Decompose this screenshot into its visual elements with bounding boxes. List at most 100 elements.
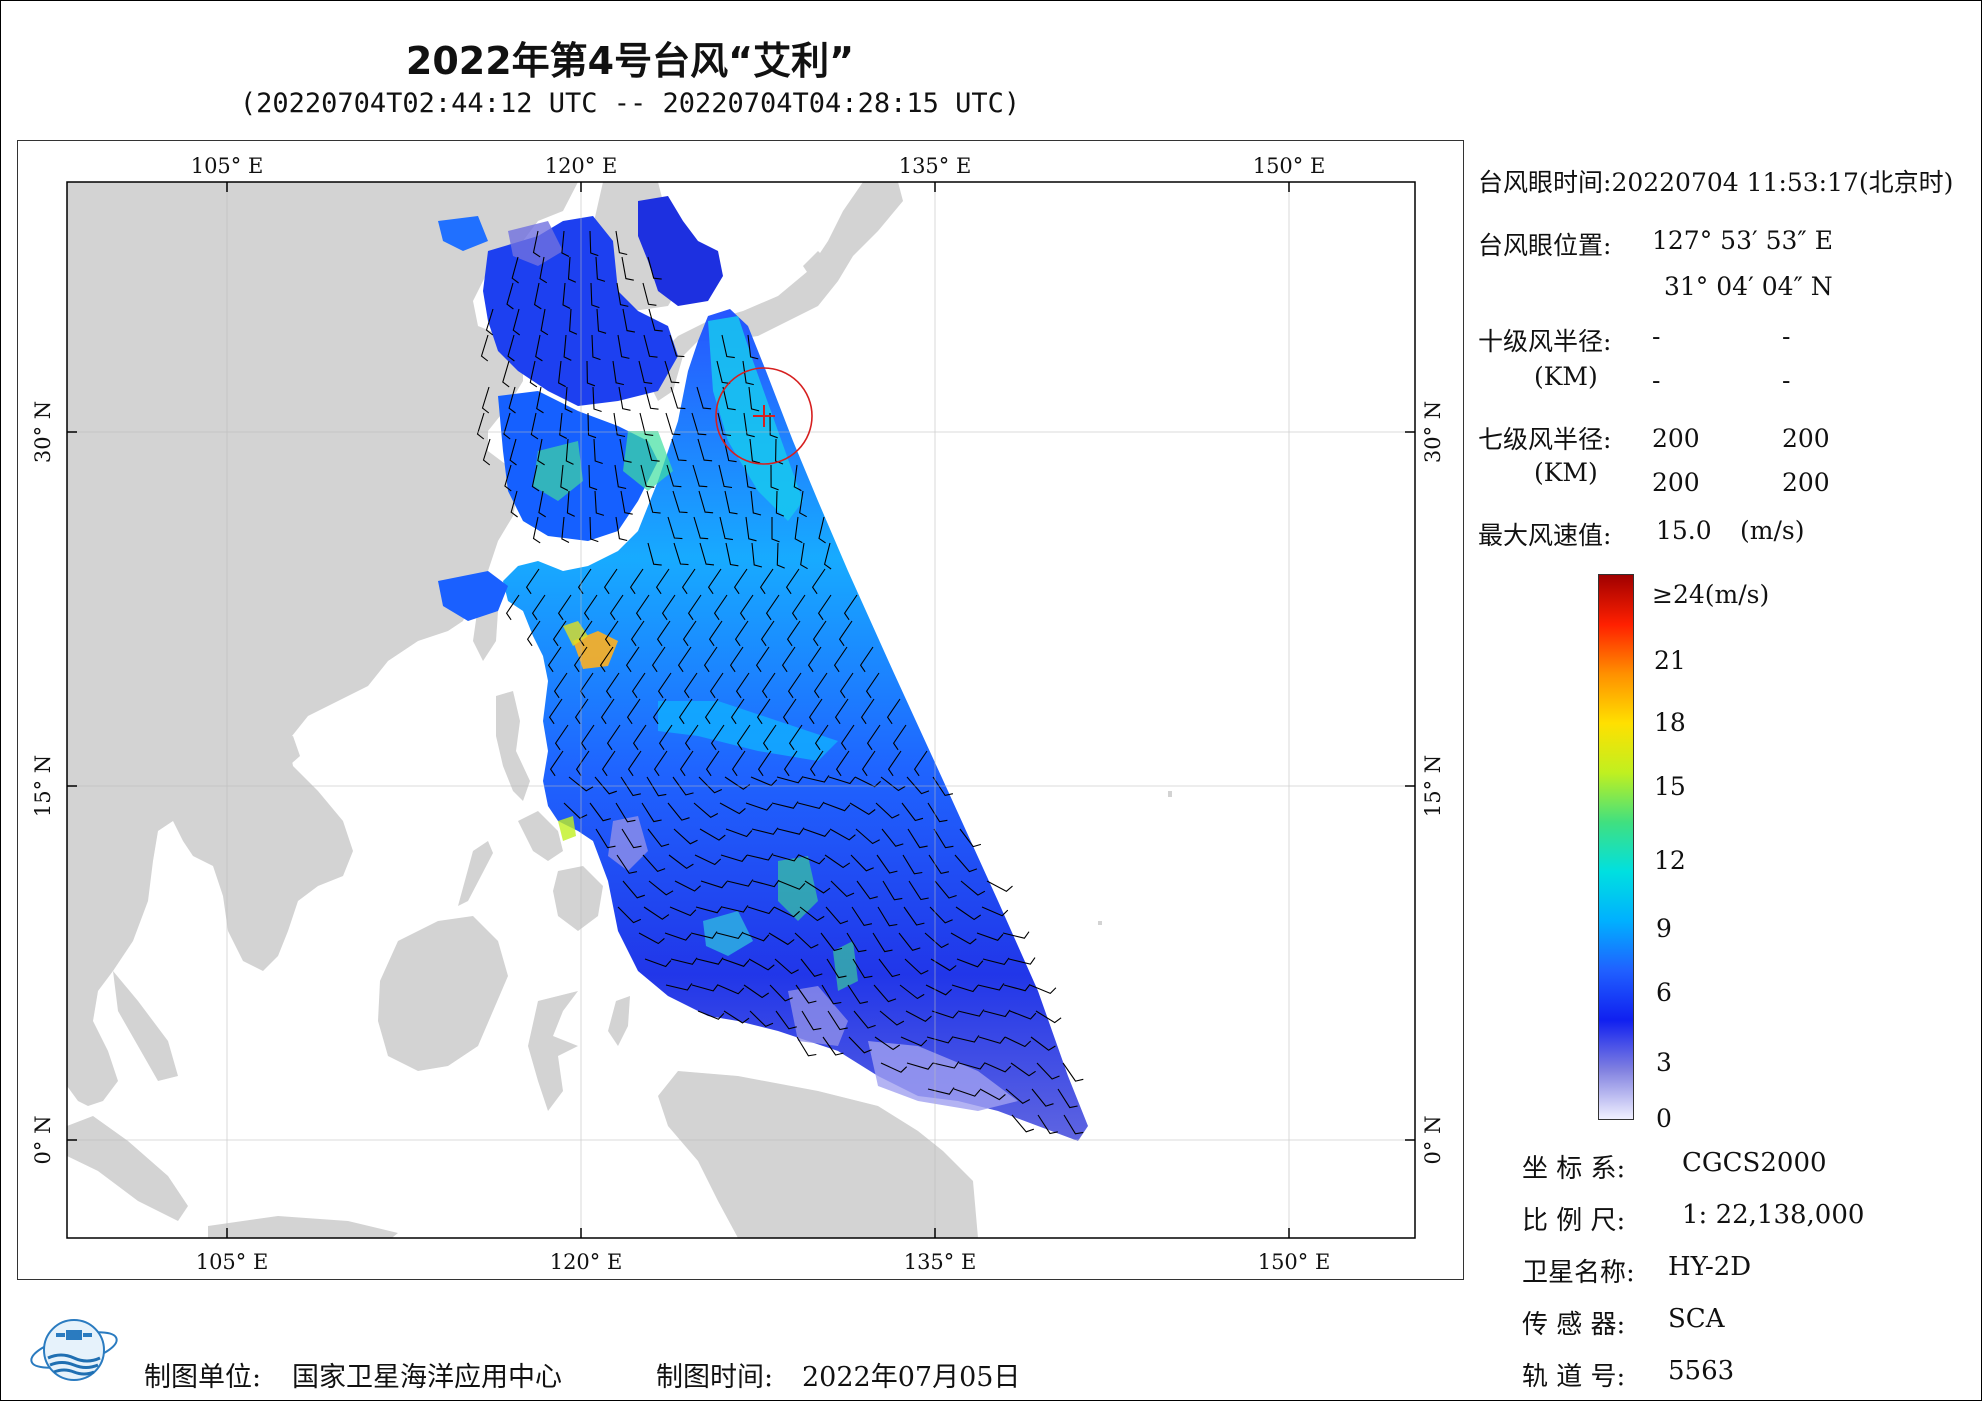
wind-barb [1057,1088,1078,1109]
max-wind-unit: (m/s) [1740,516,1805,545]
japan-island [803,251,828,281]
wind-barb [795,984,817,1004]
wind-barb [925,984,952,996]
lat-label: 0° N [1421,1116,1445,1165]
wind-barbs [476,230,1084,1135]
lat-label: 15° N [31,755,55,817]
wind-barb [886,698,901,725]
wind-barb [825,906,849,925]
wind-barb [846,932,867,953]
wind-barb [651,646,666,673]
wind-barb [672,490,688,514]
wind-barb [820,932,843,952]
wind-barb [670,386,686,410]
wind-barb [670,957,698,965]
wind-barb [1035,1010,1062,1024]
lon-label: 150° E [1258,1250,1331,1274]
r10-value: - [1782,322,1791,351]
wind-barb [812,620,827,647]
wind-barb [612,360,625,386]
wind-barb [739,594,754,621]
wind-barb [811,568,826,595]
wind-barb [503,412,511,440]
wind-barb [822,1036,844,1056]
wind-barb [692,464,708,488]
wind-barb [745,516,757,542]
wind-barb [480,334,489,362]
wind-barb [580,724,595,751]
wind-barb [1030,1036,1056,1051]
wind-barb [589,802,611,822]
wind-barb [899,984,925,1000]
wind-barb [791,594,806,621]
wind-barb [981,906,1009,917]
wind-barb [669,334,685,358]
colorbar-tick: 15 [1654,772,1686,801]
wind-barb [724,490,738,515]
wind-barb [536,386,544,414]
wind-barb [856,880,878,900]
wind-barb [717,412,732,437]
wind-barb [736,724,751,751]
wind-barb [723,438,737,463]
wind-barb [762,724,777,751]
wind-barb [540,308,549,336]
wind-barb [982,957,1010,966]
wind-barb [642,282,657,306]
wind-barb [750,490,762,516]
wind-barb [979,1088,1006,1101]
wind-barb [593,438,603,465]
wind-barb [730,698,745,725]
asia-mainland [67,182,578,1106]
wind-barb [691,984,719,992]
wind-barb [793,464,802,492]
wind-barb [531,594,546,621]
wind-barb [829,828,856,841]
wind-barb [747,906,775,915]
wind-barb [1010,1062,1036,1077]
wind-barb [905,1010,932,1022]
wind-barb [526,620,541,647]
wind-barb [775,438,784,465]
wind-barb [558,360,566,388]
wind-barb [693,802,719,818]
wind-barb [798,854,826,865]
orbit-label: 轨 道 号: [1522,1362,1626,1392]
wind-barb [669,906,697,917]
wind-barb [592,386,602,413]
calm-patch [788,986,848,1046]
wind-barb [716,360,731,384]
wind-barb [537,438,545,466]
japan [648,182,903,401]
wind-barb [679,750,694,777]
wind-barb [647,256,662,280]
wind-barb [722,958,750,967]
wind-barb [855,828,880,845]
wind-barb [725,542,739,567]
wind-barb [778,880,806,890]
crs-label: 坐 标 系: [1522,1154,1626,1184]
wind-barb [906,1062,934,1070]
wind-barb [481,386,490,414]
wind-barb [588,464,598,491]
wind-barb [744,464,756,490]
wind-barb [986,880,1013,892]
wind-barb [783,750,798,777]
wind-barb [932,1061,960,1069]
wind-barb [907,828,928,849]
wind-barb [507,334,515,362]
colorbar-tick: 12 [1654,846,1686,875]
wind-barb [665,412,681,436]
eye-position-label: 台风眼位置: [1478,231,1612,260]
wind-barb [509,438,517,466]
wind-barb [622,308,636,333]
wind-barb [643,906,670,920]
sensor-label: 传 感 器: [1522,1310,1626,1340]
wind-barb [726,879,754,887]
wind-barb [755,646,770,673]
wind-barb [734,620,749,647]
wind-map: 105° E 120° E 135° E 150° E 105° E 120° … [31,154,1445,1274]
wind-barb [814,724,829,751]
wind-barb [725,828,753,838]
